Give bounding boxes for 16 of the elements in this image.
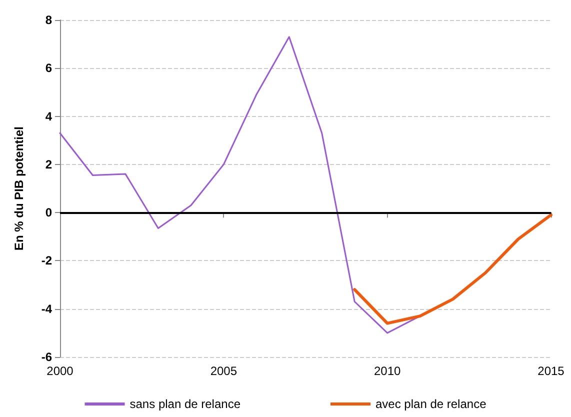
y-axis-title: En % du PIB potentiel: [12, 126, 26, 251]
legend-label: avec plan de relance: [376, 397, 487, 411]
x-tick-label: 2000: [46, 364, 74, 378]
x-tick-label: 2005: [210, 364, 238, 378]
y-tick-label: -4: [41, 302, 52, 316]
x-tick-label: 2015: [538, 364, 565, 378]
x-tick-label: 2010: [374, 364, 402, 378]
y-tick-label: 2: [45, 157, 52, 172]
y-tick-label: 4: [45, 109, 52, 124]
y-tick-label: -2: [41, 254, 52, 268]
y-tick-label: 6: [45, 61, 52, 76]
legend-label: sans plan de relance: [130, 397, 241, 411]
line-series: [353, 213, 552, 325]
y-tick-label: -6: [41, 350, 52, 364]
y-tick-label: 8: [45, 13, 52, 27]
y-tick-label: 0: [45, 206, 52, 220]
